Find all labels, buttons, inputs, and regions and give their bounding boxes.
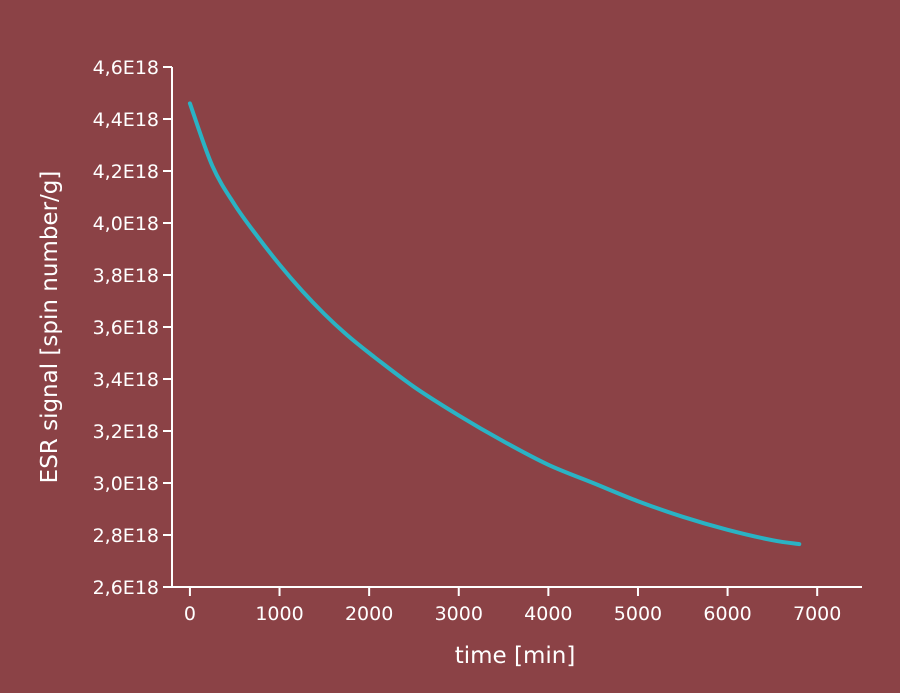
x-tick-label: 5000 bbox=[614, 603, 662, 625]
y-tick-label: 2,6E18 bbox=[93, 577, 159, 599]
x-ticks: 0 1000 2000 3000 4000 5000 6000 7000 bbox=[184, 587, 841, 625]
y-tick-label: 4,4E18 bbox=[93, 109, 159, 131]
x-tick-label: 7000 bbox=[793, 603, 841, 625]
y-tick-label: 3,0E18 bbox=[93, 473, 159, 495]
y-tick-label: 3,8E18 bbox=[93, 265, 159, 287]
x-tick-label: 6000 bbox=[703, 603, 751, 625]
y-tick-label: 3,4E18 bbox=[93, 369, 159, 391]
y-tick-label: 4,2E18 bbox=[93, 161, 159, 183]
y-axis: 2,6E18 2,8E18 3,0E18 3,2E18 3,4E18 3,6E18 3,8E… bbox=[93, 57, 173, 599]
y-axis-title: ESR signal [spin number/g] bbox=[37, 171, 63, 484]
x-tick-label: 3000 bbox=[435, 603, 483, 625]
y-ticks: 2,6E18 2,8E18 3,0E18 3,2E18 3,4E18 3,6E18 3,8E… bbox=[93, 57, 172, 599]
y-tick-label: 4,0E18 bbox=[93, 213, 159, 235]
x-tick-label: 4000 bbox=[524, 603, 572, 625]
series-layer bbox=[187, 101, 802, 547]
y-tick-label: 3,6E18 bbox=[93, 317, 159, 339]
x-axis: 0 1000 2000 3000 4000 5000 6000 7000 bbox=[172, 586, 862, 625]
y-tick-label: 3,2E18 bbox=[93, 421, 159, 443]
x-axis-title: time [min] bbox=[455, 643, 576, 669]
y-tick-label: 2,8E18 bbox=[93, 525, 159, 547]
x-tick-label: 1000 bbox=[255, 603, 303, 625]
series-line bbox=[187, 101, 802, 547]
x-tick-label: 0 bbox=[184, 603, 196, 625]
x-tick-label: 2000 bbox=[345, 603, 393, 625]
y-tick-label: 4,6E18 bbox=[93, 57, 159, 79]
